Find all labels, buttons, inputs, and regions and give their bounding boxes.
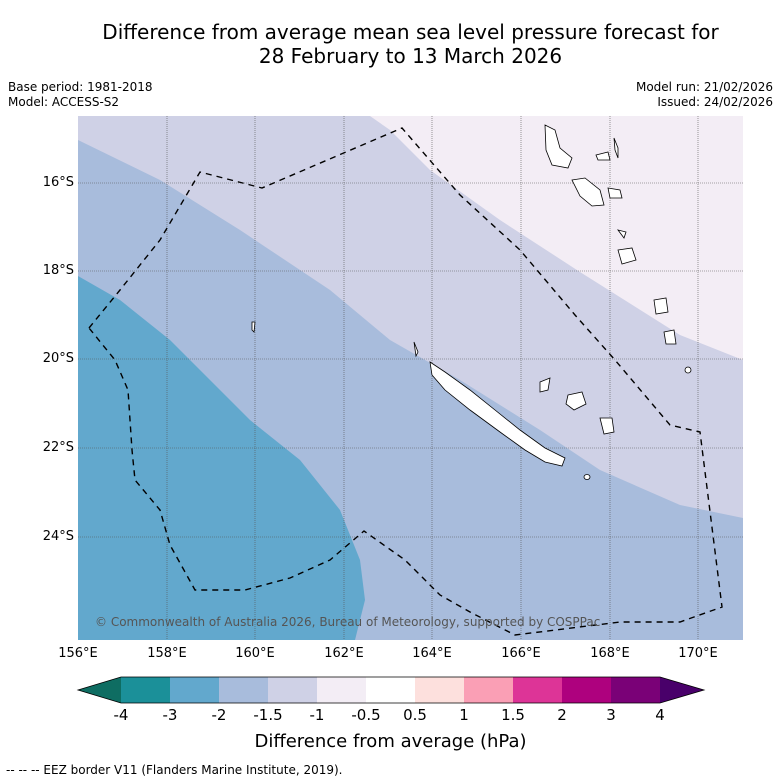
colorbar-bin [170,677,219,703]
efate-island [617,247,637,265]
lat-label: 24°S [42,529,74,544]
colorbar-tick: -0.5 [351,706,381,724]
malekula-island [571,177,605,207]
tanna-island [663,329,677,345]
colorbar-bin [415,677,464,703]
isle-of-pines [583,474,591,480]
colorbar-extend-high [660,677,704,703]
lat-label: 22°S [42,440,74,455]
colorbar-tick: -2 [211,706,227,724]
espiritu-santo-island [544,124,573,169]
graticule [78,116,743,640]
model-name: Model: ACCESS-S2 [8,95,120,109]
lat-label: 20°S [42,351,74,366]
colorbar-tick: -3 [162,706,178,724]
title-line-1: Difference from average mean sea level p… [102,20,719,44]
lon-label: 156°E [58,646,98,661]
colorbar-bin [366,677,415,703]
colorbar-tick: -4 [113,706,129,724]
chesterfield-island [251,321,256,333]
issued-date: Issued: 24/02/2026 [657,95,773,109]
lon-label: 158°E [147,646,187,661]
lon-label: 164°E [412,646,452,661]
colorbar-bins [121,677,660,703]
lat-label: 16°S [42,175,74,190]
meta-left: Base period: 1981-2018 Model: ACCESS-S2 [8,80,153,110]
lat-label: 18°S [42,263,74,278]
map-title: Difference from average mean sea level p… [40,20,781,68]
colorbar-title: Difference from average (hPa) [254,731,527,752]
meta-right: Model run: 21/02/2026 Issued: 24/02/2026 [636,80,773,110]
map-area: © Commonwealth of Australia 2026, Bureau… [78,116,743,640]
small-island [617,229,627,239]
colorbar-tick: -1.5 [253,706,283,724]
lon-label: 168°E [590,646,630,661]
colorbar-bin [611,677,660,703]
colorbar-bin [317,677,366,703]
pentecost-island [613,137,619,159]
colorbar-bin [268,677,317,703]
model-run: Model run: 21/02/2026 [635,80,773,94]
maewo-island [595,151,611,161]
colorbar-bin [464,677,513,703]
colorbar-extend-low [78,677,121,703]
belep-island [413,341,419,358]
colorbar-bin [562,677,611,703]
anomaly-band-minus1 [370,116,743,360]
anomaly-band-minus3 [78,276,365,640]
colorbar-bin [219,677,268,703]
colorbar-tick: 1 [459,706,469,724]
lon-label: 170°E [678,646,718,661]
lon-label: 160°E [235,646,275,661]
loyalty-island-1 [539,377,551,393]
colorbar [76,676,706,704]
eez-border [88,127,723,636]
aneityum-island [684,366,692,374]
colorbar-outline [76,676,706,704]
base-period: Base period: 1981-2018 [8,80,153,94]
erromango-island [653,297,669,315]
title-line-2: 28 February to 13 March 2026 [258,44,563,68]
colorbar-bin [121,677,170,703]
colorbar-bin [513,677,562,703]
colorbar-tick: 2 [557,706,567,724]
loyalty-island-3 [599,417,615,435]
new-caledonia-island [429,361,566,467]
copyright-text: © Commonwealth of Australia 2026, Bureau… [95,615,600,629]
lon-label: 166°E [501,646,541,661]
eez-legend: -- -- -- EEZ border V11 (Flanders Marine… [6,763,343,777]
lon-label: 162°E [324,646,364,661]
colorbar-tick: 1.5 [501,706,525,724]
colorbar-tick: 0.5 [403,706,427,724]
colorbar-tick: 3 [606,706,616,724]
colorbar-tick: 4 [655,706,665,724]
colorbar-tick: -1 [309,706,325,724]
ambrym-island [607,187,623,199]
loyalty-island-2 [565,391,587,411]
